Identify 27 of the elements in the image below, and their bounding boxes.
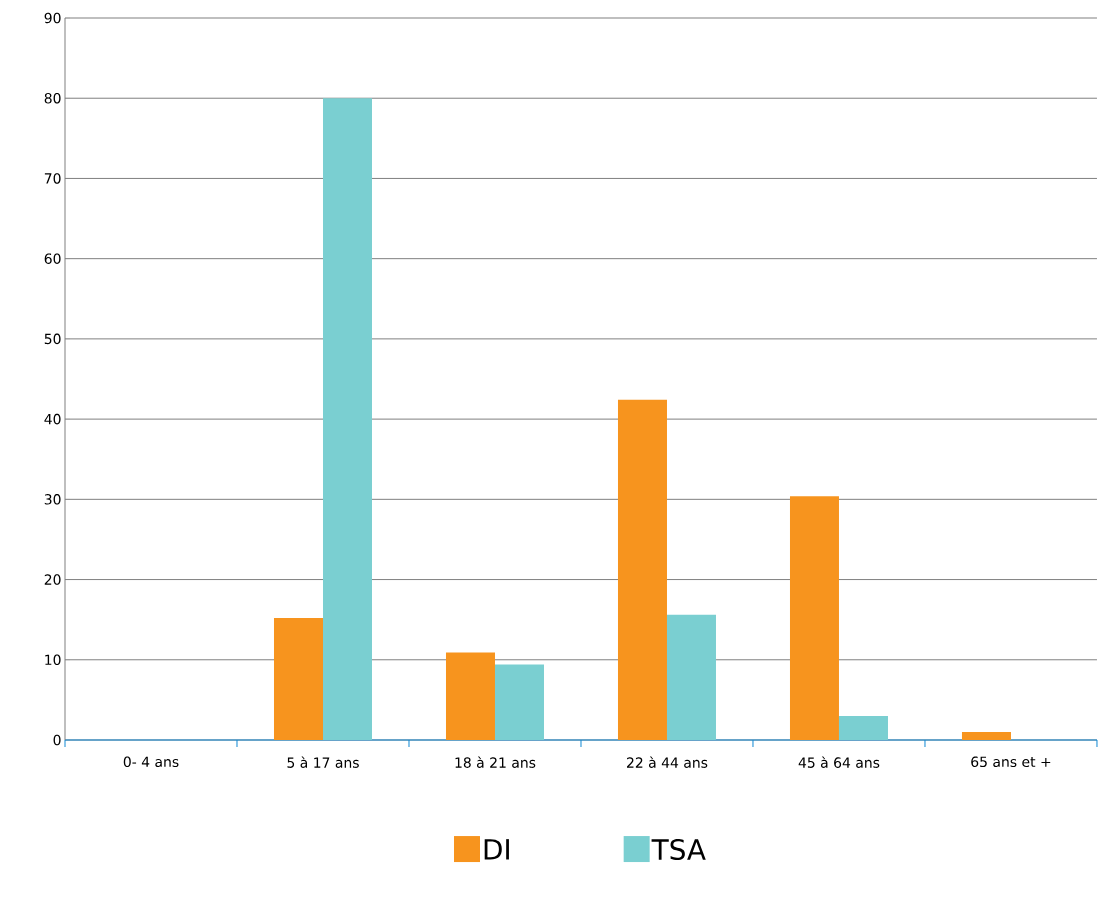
bar (838, 715, 888, 740)
x-tick-label: 65 ans et + (971, 756, 1051, 768)
bar (322, 98, 372, 740)
x-tick-label: 18 à 21 ans (455, 756, 536, 768)
legend-label: DI (484, 839, 509, 860)
y-tick-label: 60 (44, 253, 61, 264)
bar (273, 618, 323, 740)
y-tick-label: 20 (44, 574, 61, 585)
y-tick-label: 30 (44, 494, 61, 505)
x-tick-label: 0- 4 ans (123, 756, 179, 768)
bar (494, 664, 544, 740)
bar (961, 731, 1011, 740)
x-tick-label: 22 à 44 ans (627, 756, 708, 768)
bar (617, 399, 667, 740)
legend-label: TSA (651, 838, 706, 861)
x-tick-label: 45 à 64 ans (798, 756, 880, 768)
y-tick-label: 40 (44, 413, 61, 425)
y-tick-label: 70 (44, 173, 61, 184)
bar (445, 652, 495, 740)
y-tick-label: 80 (44, 92, 61, 104)
y-tick-label: 90 (44, 12, 61, 24)
x-tick-label: 5 à 17 ans (287, 756, 359, 768)
y-tick-label: 0 (53, 734, 61, 746)
y-tick-label: 10 (45, 654, 61, 666)
y-tick-label: 50 (44, 333, 61, 345)
bar (666, 614, 716, 740)
bar (789, 496, 839, 740)
